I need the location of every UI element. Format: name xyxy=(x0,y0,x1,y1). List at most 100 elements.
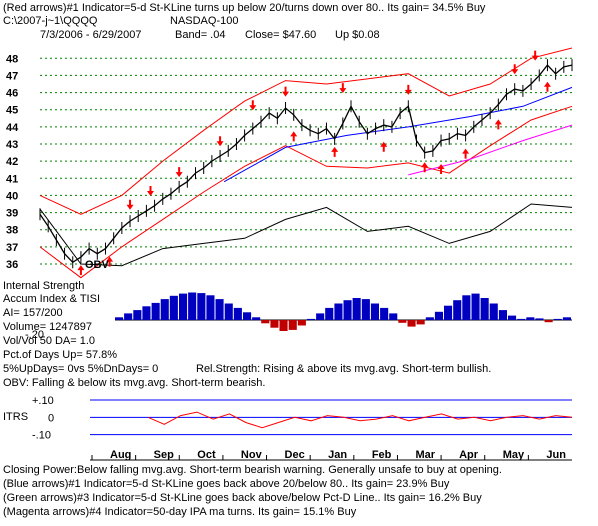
accum-bar xyxy=(361,299,370,320)
accum-bar xyxy=(124,313,133,320)
upper-band-line xyxy=(39,47,573,215)
price-tick-label: 48 xyxy=(6,53,18,65)
accum-bar xyxy=(297,320,306,326)
accum-bar xyxy=(169,295,178,320)
price-tick-label: 36 xyxy=(6,259,18,271)
pct-up-label: Pct.of Days Up= 57.8% xyxy=(3,349,117,361)
accum-bar xyxy=(179,293,188,320)
rel-strength-label: Rel.Strength: Rising & above its mvg.avg… xyxy=(196,363,491,375)
header-path: C:\2007-j~1\QQQQ xyxy=(3,15,98,27)
header-line-1: (Red arrows)#1 Indicator=5-d St-KLine tu… xyxy=(3,2,486,14)
accum-bar xyxy=(526,317,535,321)
price-tick-label: 37 xyxy=(6,242,18,254)
accum-bar xyxy=(370,303,379,320)
accum-bar xyxy=(389,313,398,320)
price-grid xyxy=(40,57,572,265)
accum-bar xyxy=(206,295,215,321)
price-axis: 48 47 46 45 44 43 42 41 40 39 38 37 36 xyxy=(6,53,19,271)
red-down-arrow xyxy=(282,86,290,97)
accum-bar xyxy=(261,320,270,324)
red-down-arrow xyxy=(511,64,519,75)
accum-bar xyxy=(233,307,242,320)
blue-moving-average xyxy=(223,86,573,183)
price-tick-label: 38 xyxy=(6,225,18,237)
month-label: Mar xyxy=(415,449,435,461)
price-tick-label: 44 xyxy=(6,122,19,134)
accum-bar xyxy=(489,303,498,320)
accum-bar xyxy=(517,318,526,320)
accum-bar xyxy=(471,293,480,320)
internal-strength-label: Internal Strength xyxy=(3,280,84,292)
accum-bar xyxy=(316,313,325,320)
header-change: Up $0.08 xyxy=(335,29,380,41)
header-index: NASDAQ-100 xyxy=(170,15,238,27)
footer-line-2: (Blue arrows)#1 Indicator=5-d St-KLine g… xyxy=(3,478,450,490)
accum-bar xyxy=(142,306,151,321)
volume-label: Volume= 1247897 xyxy=(3,321,92,333)
accum-label: Accum Index & TISI xyxy=(3,293,100,305)
red-up-arrow xyxy=(437,164,445,174)
accum-bar xyxy=(160,299,169,320)
red-down-arrow xyxy=(249,100,257,111)
accum-bar xyxy=(243,312,252,320)
accum-bar xyxy=(562,317,571,321)
red-up-arrow xyxy=(421,162,429,173)
accum-bar xyxy=(480,298,489,320)
lower-band-line xyxy=(39,105,573,279)
footer-line-4: (Magenta arrows)#4 Indicator=50-day IPA … xyxy=(3,506,357,518)
month-label: Jun xyxy=(546,449,566,461)
accum-bar xyxy=(215,299,224,320)
month-label: Aug xyxy=(110,449,131,461)
price-tick-label: 42 xyxy=(6,156,18,168)
itrs-panel xyxy=(147,411,573,429)
obv-label: OBV xyxy=(85,259,110,271)
accum-bar xyxy=(462,295,471,321)
neg-twenty-label: -.20 xyxy=(25,329,44,341)
accum-bar xyxy=(434,311,443,321)
accum-bar xyxy=(188,292,197,320)
red-up-arrow xyxy=(106,256,114,267)
price-tick-label: 46 xyxy=(6,88,18,100)
month-label: Feb xyxy=(372,449,392,461)
price-line xyxy=(39,64,573,264)
red-up-arrow xyxy=(462,148,470,159)
red-down-arrow xyxy=(146,186,154,196)
header-date-range: 7/3/2006 - 6/29/2007 xyxy=(40,29,142,41)
red-up-arrow xyxy=(380,141,388,152)
red-down-arrow xyxy=(175,167,183,178)
itrs-tick-label: +.10 xyxy=(32,395,54,407)
month-label: May xyxy=(503,449,525,461)
footer-line-3: (Green arrows)#3 Indicator=5-d St-KLine … xyxy=(3,492,482,504)
month-label: Apr xyxy=(459,449,479,461)
obv-line xyxy=(39,203,573,267)
month-label: Sep xyxy=(154,449,174,461)
itrs-label: ITRS xyxy=(3,411,28,423)
accum-bar xyxy=(270,320,279,328)
month-axis: Aug Sep Oct Nov Dec Jan Feb Mar Apr May Jun xyxy=(90,449,572,461)
month-label: Jan xyxy=(328,449,347,461)
header-band: Band= .04 xyxy=(175,29,225,41)
accum-bar xyxy=(197,293,206,320)
red-down-arrow xyxy=(531,50,539,61)
red-down-arrow xyxy=(126,199,134,210)
accum-bar xyxy=(553,318,562,320)
accum-bar xyxy=(535,318,544,320)
price-panel xyxy=(39,47,573,279)
red-up-arrow xyxy=(494,119,502,130)
indicator-labels: Internal Strength Accum Index & TISI AI=… xyxy=(3,280,491,389)
accum-bar xyxy=(288,320,297,330)
accum-bar xyxy=(306,318,315,320)
volvol-label: Vol/Vol 50 DA= 1.0 xyxy=(3,335,95,347)
price-tick-label: 39 xyxy=(6,208,18,220)
price-tick-label: 47 xyxy=(6,70,18,82)
red-up-arrow xyxy=(290,131,298,142)
ai-label: AI= 157/200 xyxy=(3,307,63,319)
accum-panel xyxy=(115,292,572,331)
red-down-arrow xyxy=(339,83,347,94)
red-down-arrow xyxy=(216,136,224,147)
month-label: Oct xyxy=(197,449,216,461)
updays-label: 5%UpDays= 0vs 5%DnDays= 0 xyxy=(3,363,158,375)
month-label: Dec xyxy=(285,449,305,461)
accum-bar xyxy=(151,302,160,320)
